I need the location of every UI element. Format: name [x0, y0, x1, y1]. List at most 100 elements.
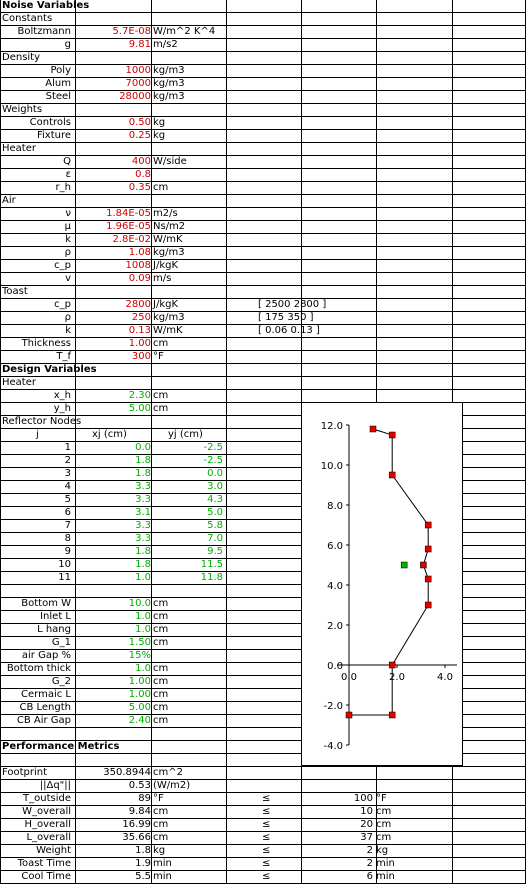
heater-design-1-label[interactable]: y_h	[53, 403, 71, 414]
metric-limit[interactable]: 2	[366, 845, 373, 856]
air-0-label[interactable]: ν	[65, 208, 71, 219]
design-param-1-label[interactable]: Inlet L	[40, 611, 71, 622]
node-x[interactable]: 3.3	[135, 481, 151, 492]
node-y[interactable]: 11.8	[200, 572, 223, 583]
air-5-label[interactable]: v	[65, 273, 71, 284]
node-x[interactable]: 1.0	[135, 572, 151, 583]
metric-unit[interactable]: cm	[153, 806, 169, 817]
density-0-unit[interactable]: kg/m3	[153, 65, 185, 76]
metric-limit[interactable]: 6	[366, 871, 373, 882]
metric-operator[interactable]: ≤	[262, 832, 271, 843]
node-j[interactable]: 11	[58, 572, 71, 583]
node-y[interactable]: -2.5	[203, 455, 223, 466]
heater-design-0-label[interactable]: x_h	[53, 390, 71, 401]
design-param-2-label[interactable]: L hang	[37, 624, 71, 635]
metric-unit[interactable]: (W/m2)	[153, 780, 191, 791]
design-param-4-value[interactable]: 15%	[128, 650, 151, 661]
metric-limit-unit[interactable]: cm	[376, 819, 392, 830]
metric-unit[interactable]: cm	[153, 819, 169, 830]
metric-operator[interactable]: ≤	[262, 793, 271, 804]
node-y[interactable]: 7.0	[207, 533, 223, 544]
metric-operator[interactable]: ≤	[262, 845, 271, 856]
metric-label[interactable]: W_overall	[22, 806, 71, 817]
design-param-7-label[interactable]: Cermaic L	[21, 689, 71, 700]
node-x[interactable]: 0.0	[135, 442, 151, 453]
metric-unit[interactable]: min	[153, 871, 172, 882]
metric-value[interactable]: 5.5	[135, 871, 151, 882]
node-j[interactable]: 7	[64, 520, 71, 531]
toast-3-label[interactable]: Thickness	[21, 338, 71, 349]
node-y[interactable]: 5.0	[207, 507, 223, 518]
air-4-value[interactable]: 1008	[125, 260, 151, 271]
air-3-value[interactable]: 1.08	[128, 247, 151, 258]
toast-1-unit[interactable]: kg/m3	[153, 312, 185, 323]
air-1-label[interactable]: μ	[64, 221, 71, 232]
design-param-3-unit[interactable]: cm	[153, 637, 169, 648]
weight-1-label[interactable]: Fixture	[36, 130, 71, 141]
density-0-label[interactable]: Poly	[50, 65, 72, 76]
design-param-6-unit[interactable]: cm	[153, 676, 169, 687]
density-2-unit[interactable]: kg/m3	[153, 91, 185, 102]
node-j[interactable]: 10	[58, 559, 71, 570]
toast-2-range[interactable]: [ 0.06 0.13 ]	[258, 325, 320, 336]
air-4-label[interactable]: c_p	[54, 260, 71, 271]
design-param-5-value[interactable]: 1.0	[135, 663, 151, 674]
design-param-1-value[interactable]: 1.0	[135, 611, 151, 622]
design-param-9-unit[interactable]: cm	[153, 715, 169, 726]
heater-0-unit[interactable]: W/side	[153, 156, 187, 167]
air-2-label[interactable]: k	[65, 234, 71, 245]
heater-2-value[interactable]: 0.35	[128, 182, 151, 193]
node-x[interactable]: 1.8	[135, 546, 151, 557]
density-1-label[interactable]: Alum	[45, 78, 71, 89]
metric-operator[interactable]: ≤	[262, 858, 271, 869]
metric-label[interactable]: H_overall	[24, 819, 71, 830]
air-4-unit[interactable]: J/kgK	[153, 260, 179, 271]
node-x[interactable]: 1.8	[135, 468, 151, 479]
design-param-6-label[interactable]: G_2	[51, 676, 71, 687]
air-2-unit[interactable]: W/mK	[153, 234, 183, 245]
toast-4-label[interactable]: T_f	[56, 351, 71, 362]
metric-value[interactable]: 35.66	[122, 832, 151, 843]
metric-value[interactable]: 350.8944	[103, 767, 151, 778]
metric-limit[interactable]: 2	[366, 858, 373, 869]
air-3-label[interactable]: ρ	[64, 247, 71, 258]
weight-0-unit[interactable]: kg	[153, 117, 166, 128]
metric-limit-unit[interactable]: min	[376, 871, 395, 882]
section-heater-design[interactable]: Heater	[2, 377, 36, 388]
node-j[interactable]: 4	[64, 481, 71, 492]
node-x[interactable]: 3.3	[135, 533, 151, 544]
design-param-5-label[interactable]: Bottom thick	[6, 663, 71, 674]
air-5-value[interactable]: 0.09	[128, 273, 151, 284]
toast-0-unit[interactable]: J/kgK	[153, 299, 179, 310]
metric-value[interactable]: 0.53	[128, 780, 151, 791]
metric-unit[interactable]: °F	[153, 793, 164, 804]
section-heater[interactable]: Heater	[2, 143, 36, 154]
metric-value[interactable]: 9.84	[128, 806, 151, 817]
metric-label[interactable]: Cool Time	[21, 871, 71, 882]
heater-2-label[interactable]: r_h	[55, 182, 71, 193]
toast-2-value[interactable]: 0.13	[128, 325, 151, 336]
section-toast[interactable]: Toast	[2, 286, 28, 297]
metric-value[interactable]: 16.99	[122, 819, 151, 830]
node-y[interactable]: 0.0	[207, 468, 223, 479]
density-1-unit[interactable]: kg/m3	[153, 78, 185, 89]
air-1-unit[interactable]: Ns/m2	[153, 221, 186, 232]
node-y[interactable]: 5.8	[207, 520, 223, 531]
node-j[interactable]: 1	[64, 442, 71, 453]
heater-design-1-unit[interactable]: cm	[153, 403, 169, 414]
node-j[interactable]: 8	[64, 533, 71, 544]
metric-operator[interactable]: ≤	[262, 871, 271, 882]
node-x[interactable]: 3.3	[135, 520, 151, 531]
node-j[interactable]: 5	[64, 494, 71, 505]
density-2-label[interactable]: Steel	[45, 91, 71, 102]
node-y[interactable]: 3.0	[207, 481, 223, 492]
heater-1-value[interactable]: 0.8	[135, 169, 151, 180]
heater-1-label[interactable]: ε	[65, 169, 71, 180]
section-reflector-nodes[interactable]: Reflector Nodes	[2, 416, 82, 427]
design-param-0-label[interactable]: Bottom W	[21, 598, 71, 609]
node-j[interactable]: 3	[64, 468, 71, 479]
constant-0-unit[interactable]: W/m^2 K^4	[153, 26, 216, 37]
design-param-3-label[interactable]: G_1	[51, 637, 71, 648]
node-y[interactable]: 9.5	[207, 546, 223, 557]
node-y[interactable]: 4.3	[207, 494, 223, 505]
